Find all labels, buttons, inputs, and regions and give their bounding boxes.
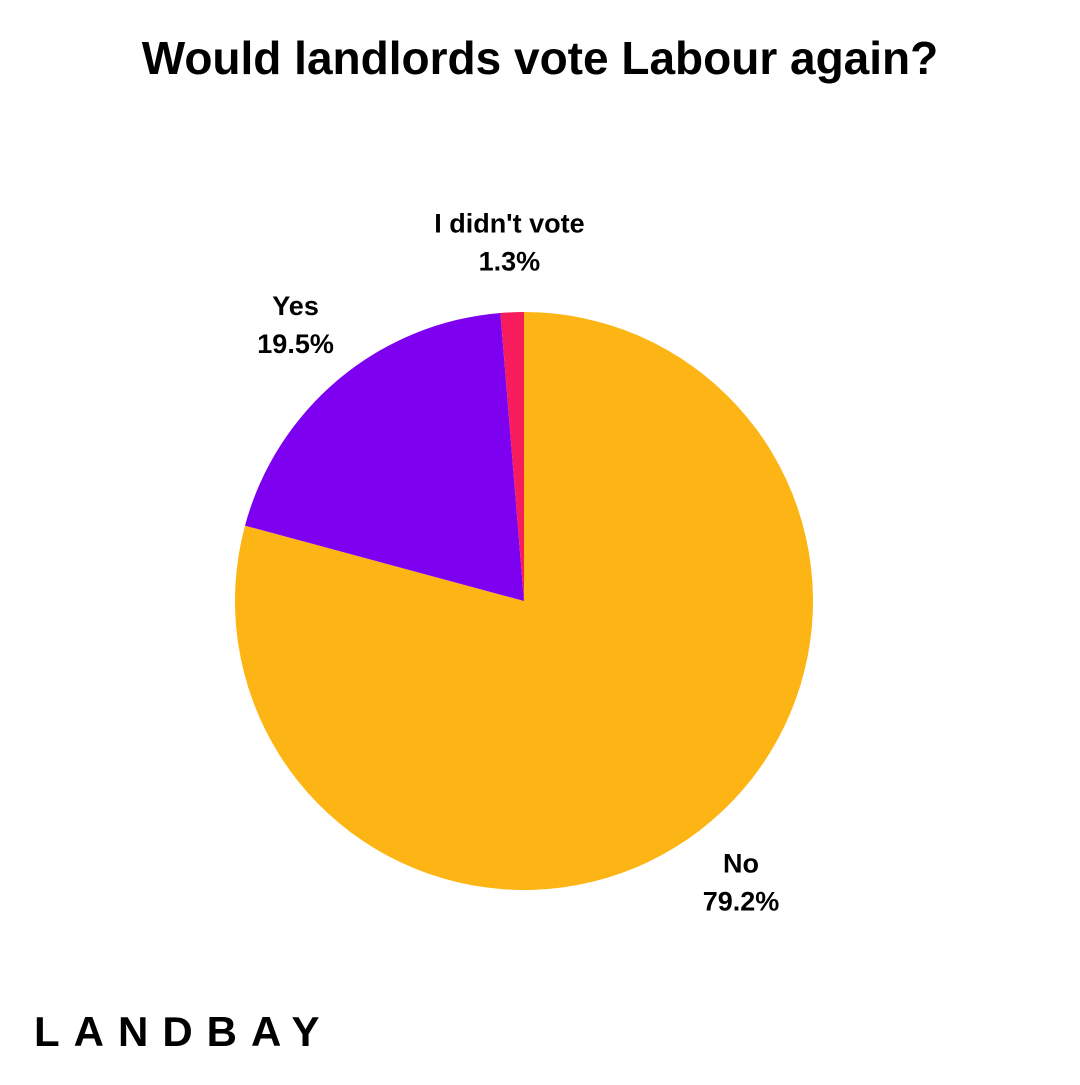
slice-label: No	[723, 849, 759, 879]
pie-slice	[500, 312, 524, 601]
chart-title: Would landlords vote Labour again?	[142, 32, 939, 84]
value-label: 79.2%	[703, 887, 780, 917]
slice-label: Yes	[272, 291, 319, 321]
slice-label: I didn't vote	[434, 208, 584, 238]
value-label: 19.5%	[257, 329, 334, 359]
pie-slice	[245, 312, 524, 601]
value-label: 1.3%	[479, 246, 541, 276]
logo: LANDBAY	[34, 1008, 333, 1055]
